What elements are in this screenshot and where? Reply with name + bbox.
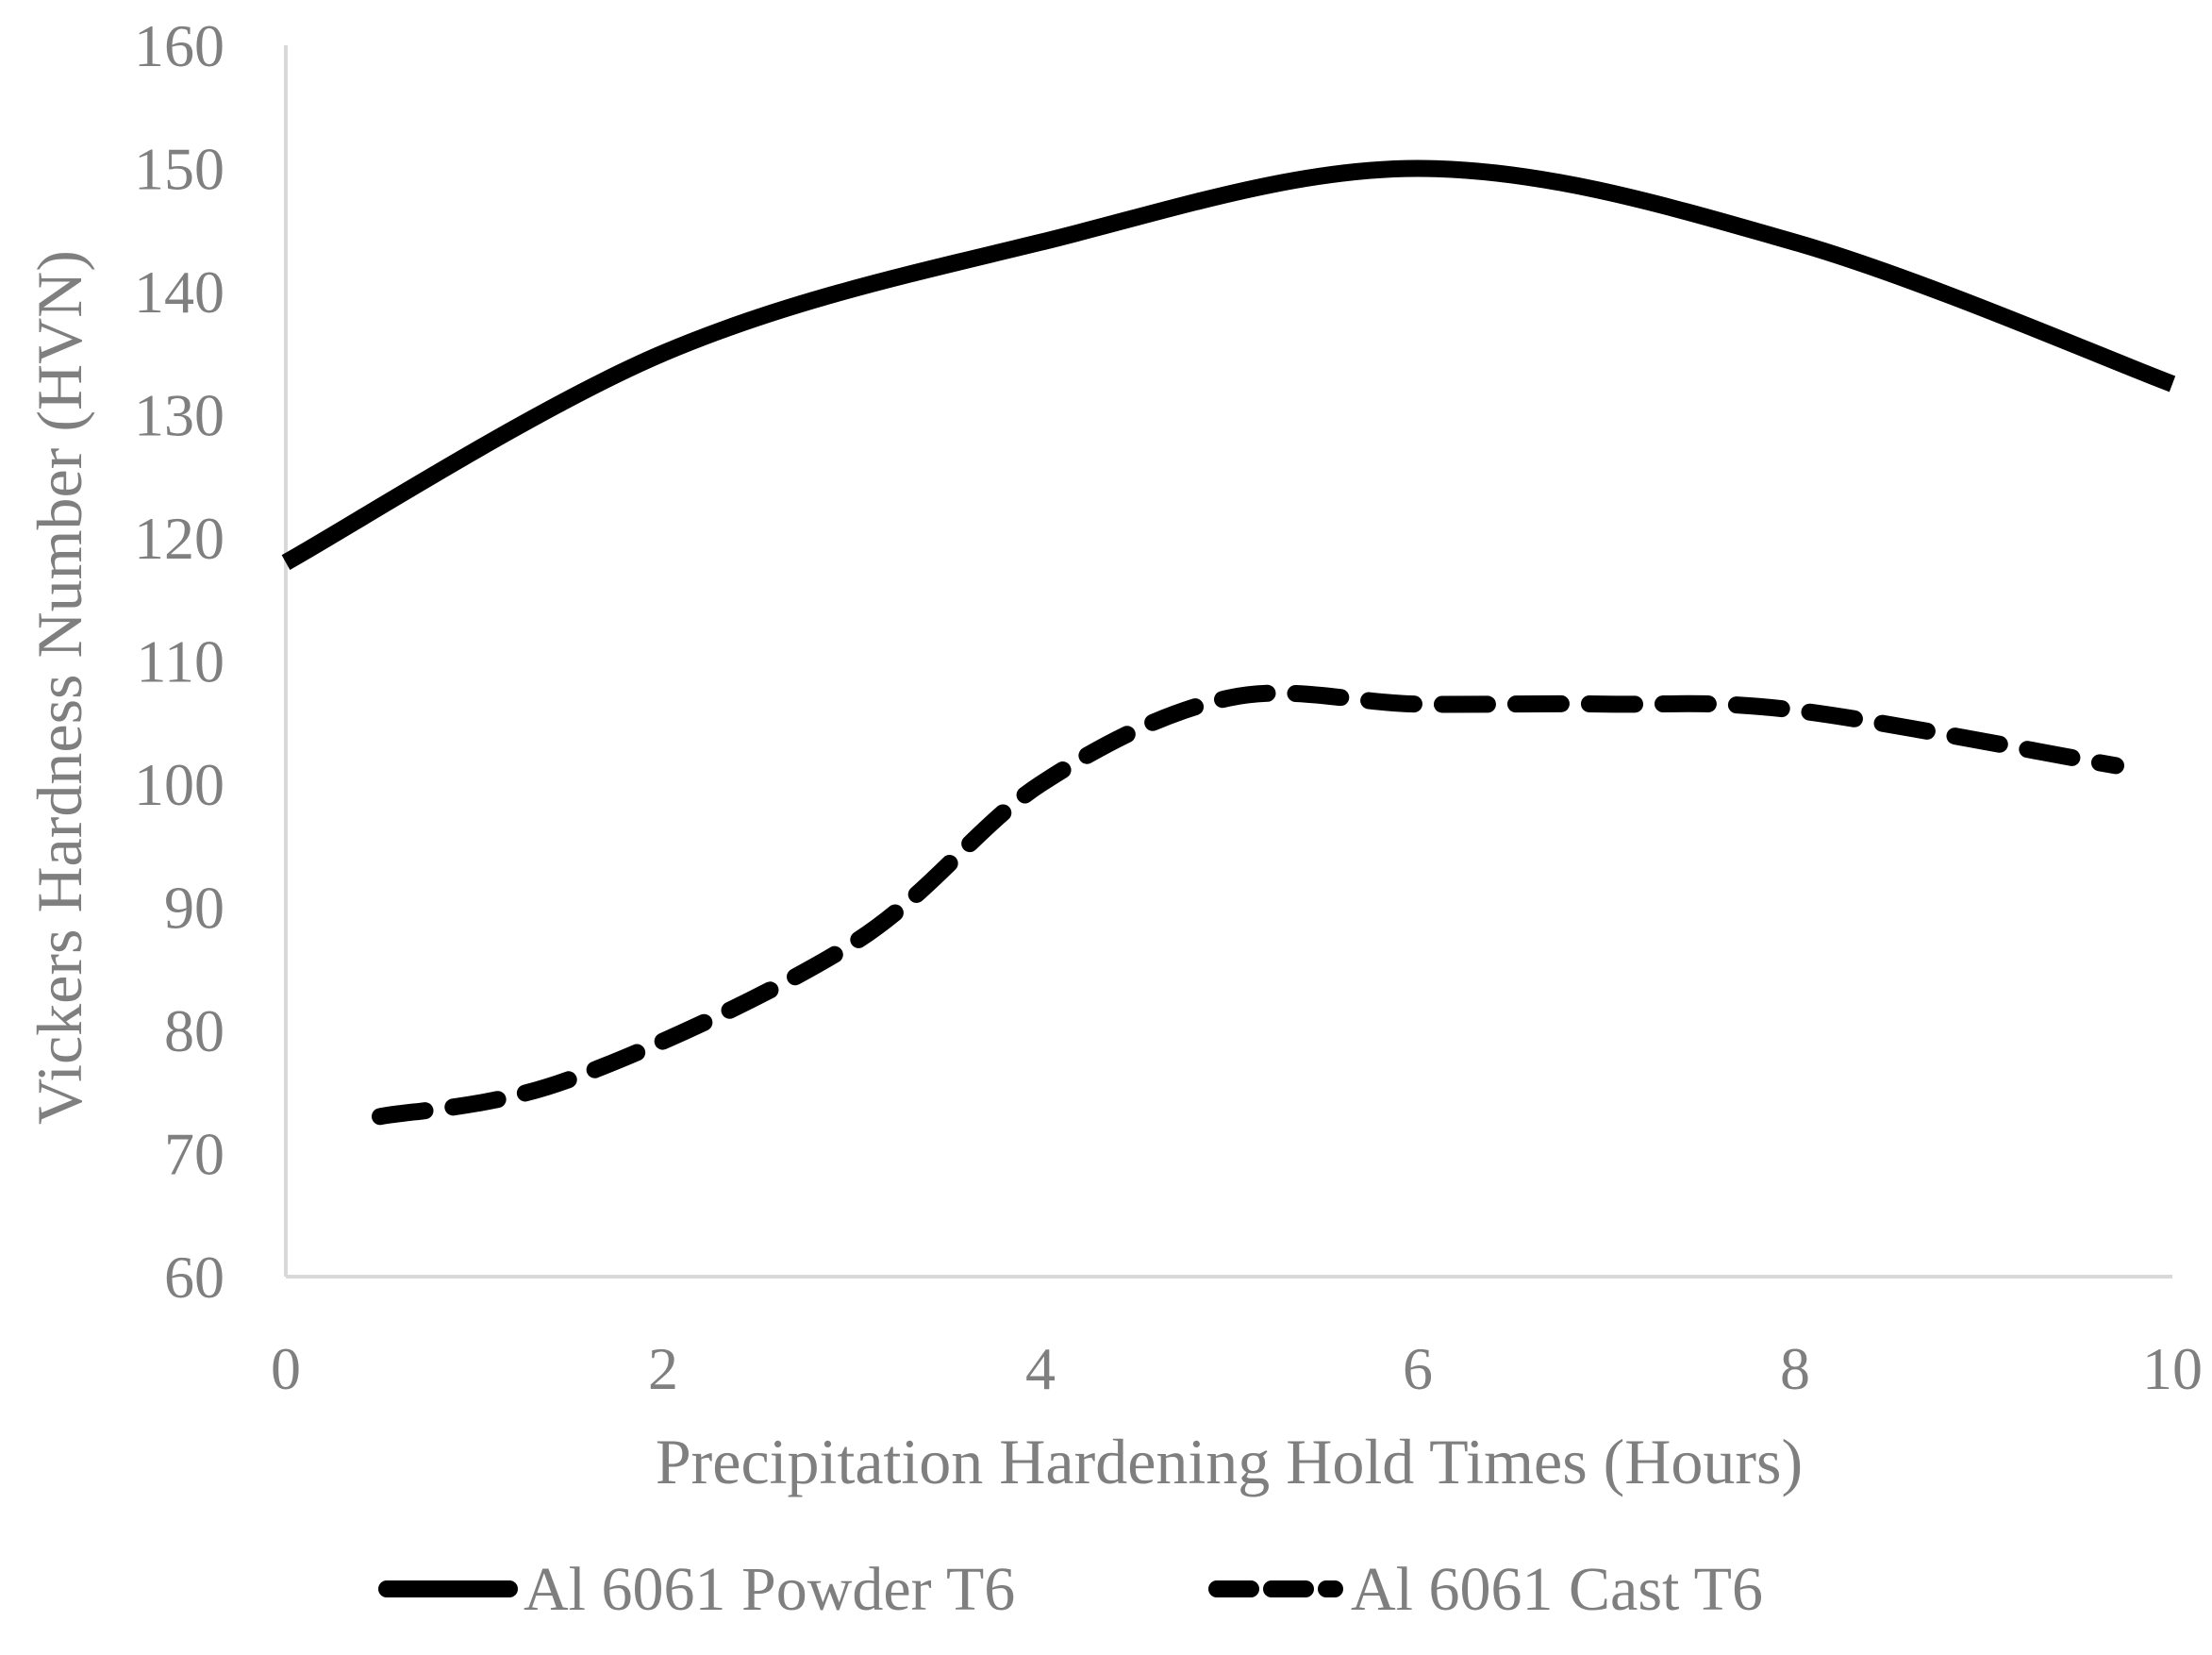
y-tick-label: 150 bbox=[134, 136, 225, 203]
x-tick-label: 0 bbox=[271, 1335, 301, 1402]
series-line-cast bbox=[372, 684, 2124, 1126]
y-tick-label: 140 bbox=[134, 259, 225, 326]
y-tick-label: 100 bbox=[134, 751, 225, 818]
series-line-powder bbox=[281, 159, 2176, 570]
y-tick-label: 120 bbox=[134, 505, 225, 572]
x-axis-title: Precipitation Hardening Hold Times (Hour… bbox=[656, 1426, 1803, 1497]
y-tick-label: 130 bbox=[134, 382, 225, 449]
x-tick-label: 8 bbox=[1780, 1335, 1810, 1402]
x-tick-label: 4 bbox=[1025, 1335, 1056, 1402]
series-lines bbox=[281, 159, 2176, 1126]
y-tick-label: 90 bbox=[164, 875, 225, 942]
y-tick-label: 70 bbox=[164, 1121, 225, 1188]
x-tick-label: 10 bbox=[2142, 1335, 2203, 1402]
legend-label-cast: Al 6061 Cast T6 bbox=[1351, 1555, 1763, 1624]
x-tick-label: 6 bbox=[1403, 1335, 1433, 1402]
x-tick-labels: 0 2 4 6 8 10 bbox=[271, 1335, 2203, 1402]
y-tick-labels: 60 70 80 90 100 110 120 130 140 150 160 bbox=[134, 12, 225, 1311]
x-tick-label: 2 bbox=[648, 1335, 678, 1402]
y-tick-label: 110 bbox=[136, 628, 225, 695]
axes bbox=[284, 45, 2172, 1279]
legend-label-powder: Al 6061 Powder T6 bbox=[524, 1555, 1015, 1624]
y-tick-label: 60 bbox=[164, 1244, 225, 1311]
y-tick-label: 160 bbox=[134, 12, 225, 79]
y-tick-label: 80 bbox=[164, 997, 225, 1064]
legend: Al 6061 Powder T6 Al 6061 Cast T6 bbox=[378, 1555, 1763, 1624]
y-axis-title: Vickers Hardness Number (HVN) bbox=[24, 250, 95, 1125]
